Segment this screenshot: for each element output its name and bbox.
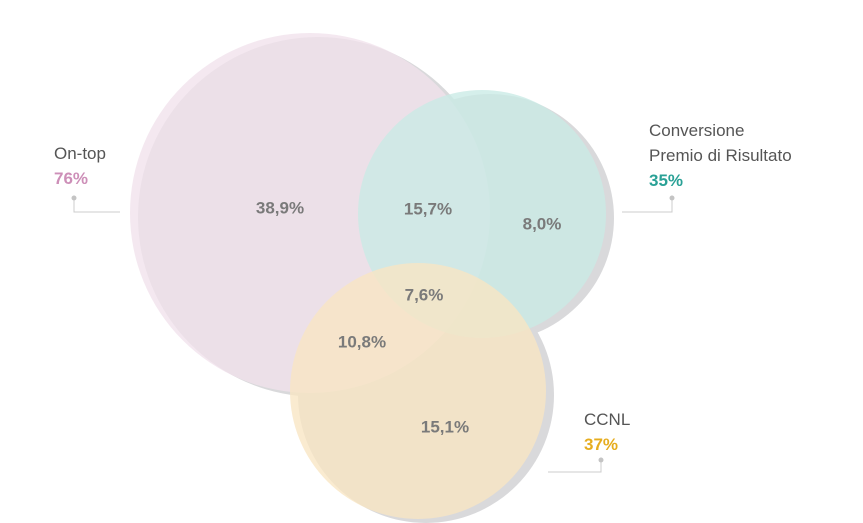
region-label-on-top-ccnl: 10,8% — [338, 332, 386, 351]
legend-conversione-total: 35% — [649, 171, 684, 190]
legend-ccnl-total: 37% — [584, 435, 619, 454]
venn-circle-ccnl — [290, 263, 546, 519]
legend-connector-dot-on-top — [71, 195, 77, 201]
region-label-all-three: 7,6% — [405, 285, 444, 304]
legend-conversione: Conversione Premio di Risultato 35% — [649, 118, 792, 193]
legend-connector-conversione — [622, 198, 673, 213]
legend-on-top-total: 76% — [54, 169, 89, 188]
legend-connector-dot-ccnl — [598, 457, 604, 463]
legend-ccnl: CCNL 37% — [584, 407, 630, 457]
legend-connector-on-top — [73, 198, 120, 213]
legend-connector-ccnl — [548, 460, 602, 473]
legend-connector-dot-conversione — [669, 195, 675, 201]
region-label-conversione-only: 8,0% — [523, 214, 562, 233]
region-label-on-top-conversione: 15,7% — [404, 199, 452, 218]
legend-conversione-name-line-1: Conversione — [649, 121, 745, 140]
region-label-ccnl-only: 15,1% — [421, 417, 469, 436]
legend-on-top: On-top 76% — [54, 141, 106, 191]
region-label-on-top-only: 38,9% — [256, 198, 304, 217]
legend-ccnl-name: CCNL — [584, 410, 631, 429]
legend-conversione-name-line-2: Premio di Risultato — [649, 146, 792, 165]
legend-on-top-name: On-top — [54, 144, 106, 163]
